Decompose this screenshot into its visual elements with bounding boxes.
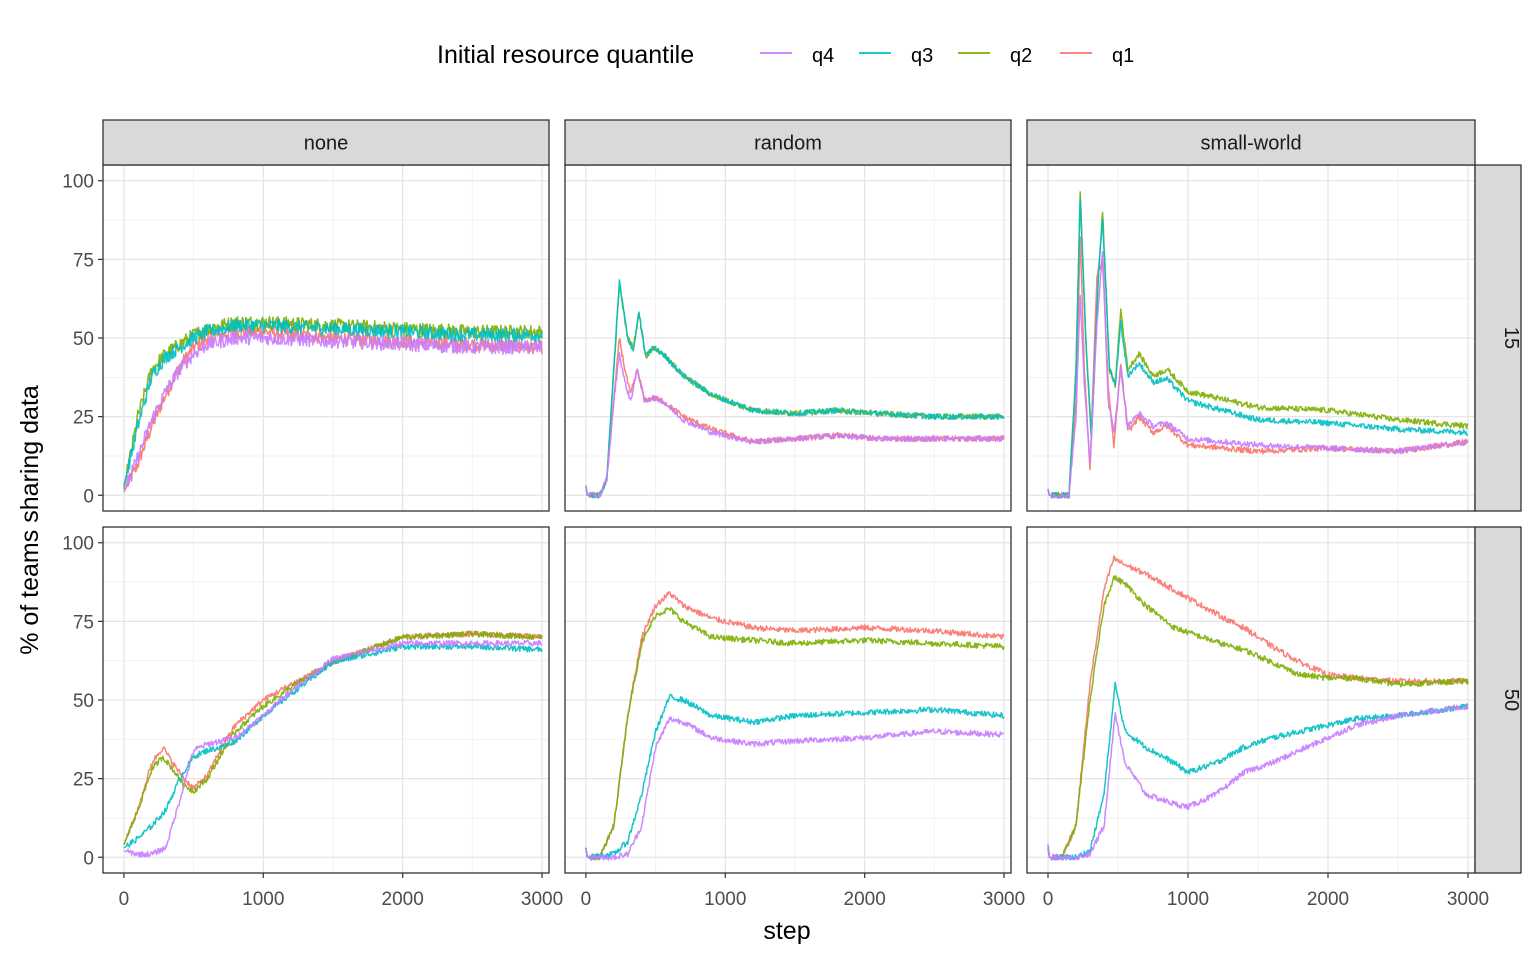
- x-tick-label: 2000: [844, 889, 886, 910]
- legend-label: q3: [911, 45, 933, 67]
- series-line-q1: [123, 630, 543, 845]
- x-tick-label: 3000: [521, 889, 563, 910]
- series-line-q4: [123, 639, 543, 858]
- panel-small-world-15: [1026, 164, 1476, 512]
- legend-label: q1: [1112, 45, 1134, 67]
- x-tick-label: 3000: [1447, 889, 1489, 910]
- panel-random-50: [564, 526, 1012, 874]
- x-tick-label: 0: [581, 889, 592, 910]
- x-tick-label: 3000: [983, 889, 1025, 910]
- legend-item-q4: q4: [760, 45, 834, 67]
- facet-strip-label: 15: [1500, 327, 1522, 349]
- series-line-q3: [585, 693, 1005, 860]
- facet-strip-small-world: [1026, 119, 1476, 166]
- panel-none-15: [102, 164, 550, 512]
- x-tick-label: 2000: [1307, 889, 1349, 910]
- x-tick-label: 1000: [704, 889, 746, 910]
- legend-item-q1: q1: [1060, 45, 1134, 67]
- series-line-q4: [585, 716, 1005, 861]
- x-tick-label: 0: [1043, 889, 1054, 910]
- x-tick-label: 2000: [382, 889, 424, 910]
- facet-strip-label: random: [754, 133, 822, 155]
- y-axis-title: % of teams sharing data: [16, 385, 44, 655]
- series-line-q1: [1047, 555, 1469, 861]
- series-line-q2: [1047, 575, 1469, 861]
- y-tick-label: 75: [73, 250, 94, 271]
- y-tick-label: 50: [73, 691, 94, 712]
- x-axis-title: step: [763, 917, 810, 945]
- legend-label: q4: [812, 45, 834, 67]
- y-tick-label: 75: [73, 612, 94, 633]
- series-line-q4: [1047, 703, 1469, 861]
- legend: Initial resource quantile q4 q3 q2 q1: [437, 41, 1134, 69]
- panel-border: [564, 526, 1012, 874]
- facet-strip-label: none: [304, 133, 349, 155]
- x-tick-label: 1000: [1167, 889, 1209, 910]
- legend-item-q2: q2: [958, 45, 1032, 67]
- series-line-q4: [1047, 251, 1469, 499]
- y-tick-label: 25: [73, 408, 94, 429]
- legend-title: Initial resource quantile: [437, 41, 694, 69]
- series-line-q3: [1047, 198, 1469, 499]
- facet-strip-random: [564, 119, 1012, 166]
- facet-strip-none: [102, 119, 550, 166]
- panel-none-50: [102, 526, 550, 874]
- x-tick-label: 0: [119, 889, 130, 910]
- panel-small-world-50: [1026, 526, 1476, 874]
- y-tick-label: 100: [62, 534, 94, 555]
- series-line-q4: [585, 351, 1005, 499]
- facet-strip-row-50: [1474, 526, 1522, 874]
- panel-random-15: [564, 164, 1012, 512]
- y-tick-label: 25: [73, 770, 94, 791]
- legend-item-q3: q3: [859, 45, 933, 67]
- series-line-q3: [585, 279, 1005, 499]
- y-tick-label: 50: [73, 329, 94, 350]
- facet-strip-row-15: [1474, 164, 1522, 512]
- y-tick-label: 0: [83, 848, 94, 869]
- series-line-q4: [123, 330, 543, 493]
- y-tick-label: 0: [83, 486, 94, 507]
- series-line-q3: [123, 317, 543, 486]
- facet-strip-label: 50: [1500, 689, 1522, 711]
- series-line-q2: [585, 606, 1005, 861]
- y-tick-label: 100: [62, 172, 94, 193]
- facet-strip-label: small-world: [1200, 133, 1301, 155]
- legend-label: q2: [1010, 45, 1032, 67]
- series-line-q1: [585, 590, 1005, 861]
- x-tick-label: 1000: [242, 889, 284, 910]
